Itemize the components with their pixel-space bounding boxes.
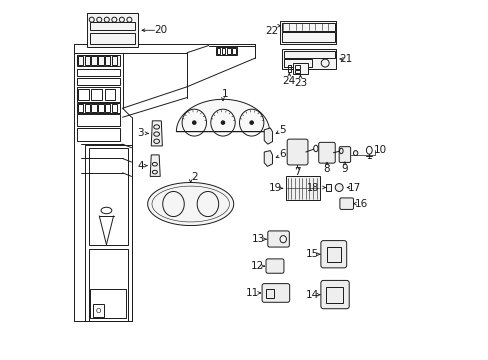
Polygon shape (151, 121, 162, 146)
Bar (77, 78, 120, 85)
Ellipse shape (221, 121, 224, 125)
Ellipse shape (192, 121, 196, 125)
Bar (77, 129, 120, 140)
Bar (112, 104, 117, 112)
Text: 8: 8 (323, 164, 329, 174)
Bar (78, 56, 83, 65)
Ellipse shape (353, 150, 357, 156)
Bar (90, 289, 126, 318)
Bar (98, 104, 103, 112)
Text: 17: 17 (347, 183, 361, 193)
FancyBboxPatch shape (320, 280, 348, 309)
Text: 22: 22 (264, 26, 278, 36)
Bar (105, 104, 110, 112)
FancyBboxPatch shape (318, 142, 335, 163)
Polygon shape (150, 155, 160, 176)
Bar (91, 104, 97, 112)
Bar (77, 103, 120, 113)
FancyBboxPatch shape (286, 139, 307, 165)
FancyBboxPatch shape (339, 147, 350, 162)
Bar (89, 22, 135, 30)
Bar (98, 56, 103, 65)
Text: 3: 3 (137, 129, 144, 138)
FancyBboxPatch shape (320, 240, 346, 268)
Bar (77, 114, 120, 126)
Bar (77, 69, 120, 76)
Bar (93, 305, 104, 317)
Ellipse shape (249, 121, 253, 125)
Polygon shape (264, 150, 272, 166)
Text: 14: 14 (305, 290, 319, 300)
Bar (78, 89, 89, 100)
Text: O: O (96, 308, 101, 314)
Bar (294, 65, 300, 69)
Bar (78, 104, 83, 112)
Bar (283, 51, 334, 58)
Bar (89, 33, 135, 44)
Bar (91, 56, 97, 65)
Text: 6: 6 (278, 149, 285, 159)
FancyBboxPatch shape (267, 231, 289, 247)
Text: 5: 5 (278, 125, 285, 135)
Bar (287, 64, 290, 72)
Text: 19: 19 (268, 183, 281, 193)
Bar (104, 89, 115, 100)
Bar (265, 289, 273, 298)
Text: 10: 10 (373, 145, 386, 155)
Bar (112, 56, 117, 65)
Bar (91, 89, 102, 100)
Text: 16: 16 (354, 199, 367, 209)
Bar (325, 287, 343, 303)
FancyBboxPatch shape (339, 198, 353, 210)
Text: 2: 2 (191, 172, 197, 182)
Bar (85, 145, 131, 320)
Text: 7: 7 (294, 167, 300, 177)
Bar (77, 87, 120, 102)
FancyBboxPatch shape (262, 284, 289, 302)
Bar (88, 148, 128, 244)
FancyBboxPatch shape (265, 259, 284, 273)
Text: 4: 4 (137, 161, 143, 171)
Bar (294, 69, 300, 73)
Bar (77, 55, 120, 66)
Ellipse shape (335, 184, 343, 192)
Text: 23: 23 (293, 78, 306, 88)
Bar (281, 32, 334, 41)
Bar (87, 13, 137, 47)
Text: 9: 9 (341, 164, 347, 174)
Text: 21: 21 (339, 54, 352, 64)
Polygon shape (264, 128, 272, 144)
Text: 18: 18 (306, 183, 319, 193)
Bar (280, 22, 335, 44)
Text: 12: 12 (250, 261, 263, 271)
Polygon shape (147, 183, 233, 226)
Text: 11: 11 (245, 288, 259, 298)
Bar (84, 104, 90, 112)
Text: 13: 13 (252, 234, 265, 244)
Bar (282, 49, 335, 69)
Bar (325, 184, 330, 192)
Polygon shape (176, 99, 269, 132)
Bar (84, 56, 90, 65)
Bar (88, 249, 128, 320)
Bar (215, 46, 237, 55)
Text: 20: 20 (154, 25, 167, 35)
Bar (222, 48, 225, 54)
Text: 24: 24 (282, 76, 295, 86)
Bar (231, 48, 235, 54)
Bar (217, 48, 220, 54)
Text: 1: 1 (221, 89, 227, 99)
Ellipse shape (280, 235, 286, 243)
Bar (293, 63, 307, 74)
Bar (226, 48, 230, 54)
Text: 15: 15 (305, 249, 319, 259)
Bar (326, 247, 340, 262)
Bar (283, 59, 312, 67)
Bar (281, 23, 334, 31)
Bar (285, 176, 319, 201)
Bar (105, 56, 110, 65)
